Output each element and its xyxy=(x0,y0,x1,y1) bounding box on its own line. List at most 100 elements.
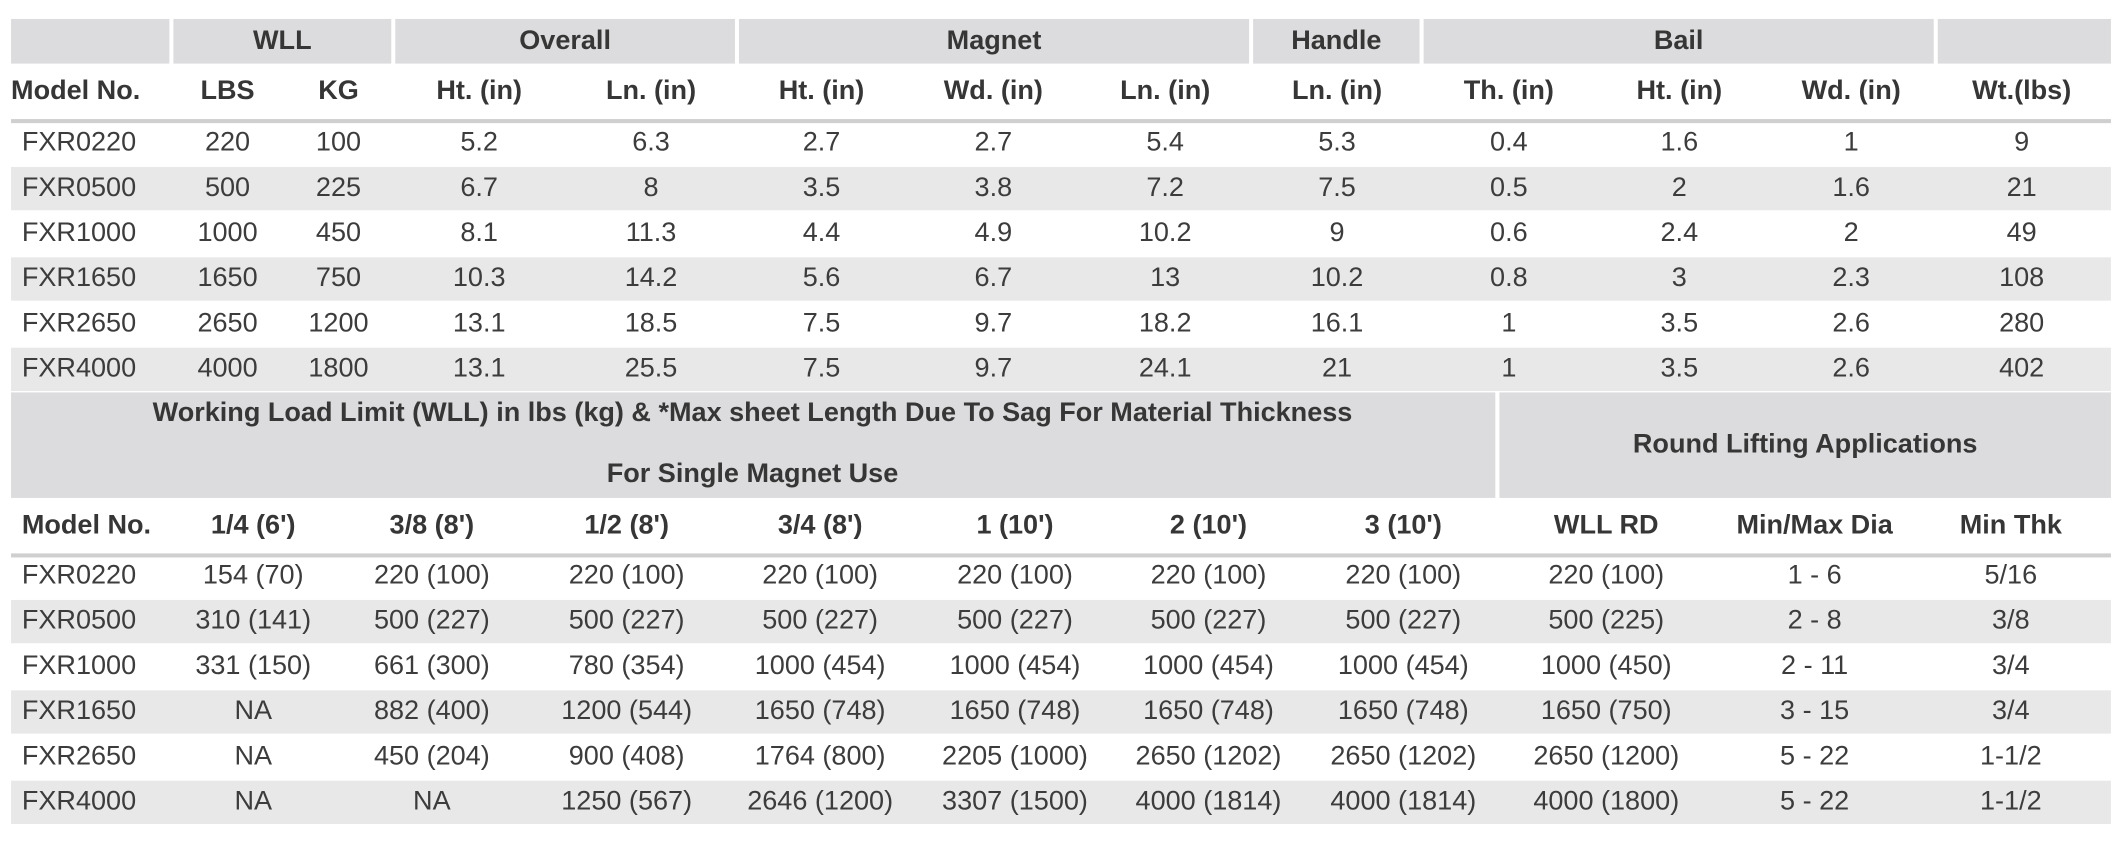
cell: 3307 (1500) xyxy=(942,785,1088,815)
cell: 1 - 6 xyxy=(1788,560,1842,590)
column-header: 3/4 (8') xyxy=(778,509,863,539)
cell: 8.1 xyxy=(460,217,498,247)
cell: 25.5 xyxy=(625,353,678,383)
column-header: Min/Max Dia xyxy=(1736,509,1893,539)
cell: 1650 (748) xyxy=(755,695,886,725)
group-header-cell xyxy=(1253,18,1420,64)
cell: 900 (408) xyxy=(569,740,685,770)
cell: 7.2 xyxy=(1146,172,1184,202)
cell: 5.3 xyxy=(1318,127,1356,157)
cell: 661 (300) xyxy=(374,650,490,680)
column-header: 1/4 (6') xyxy=(211,509,296,539)
cell: 3.5 xyxy=(1661,353,1699,383)
cell: 2650 (1202) xyxy=(1136,740,1282,770)
cell: 3/4 xyxy=(1992,650,2030,680)
cell: 3.8 xyxy=(975,172,1013,202)
cell: 0.6 xyxy=(1490,217,1528,247)
cell: 5 - 22 xyxy=(1780,785,1849,815)
cell: 3 - 15 xyxy=(1780,695,1849,725)
cell: 1650 xyxy=(197,262,257,292)
cell: 3/8 xyxy=(1992,605,2030,635)
column-header: Ht. (in) xyxy=(436,75,522,105)
cell: FXR0220 xyxy=(22,560,136,590)
cell: 2.3 xyxy=(1832,262,1870,292)
cell: FXR1000 xyxy=(22,650,136,680)
group-header-cell xyxy=(1423,18,1934,64)
cell: 13 xyxy=(1150,262,1180,292)
cell: FXR1650 xyxy=(22,262,136,292)
group-header: WLL xyxy=(253,25,312,55)
cell: 500 (227) xyxy=(1151,605,1267,635)
cell: 220 (100) xyxy=(762,560,878,590)
cell: 220 (100) xyxy=(374,560,490,590)
cell: 2.6 xyxy=(1832,307,1870,337)
group-header-cell xyxy=(395,18,735,64)
cell: 1-1/2 xyxy=(1980,740,2042,770)
cell: 3 xyxy=(1672,262,1687,292)
cell: 18.2 xyxy=(1139,307,1192,337)
cell: 280 xyxy=(1999,307,2044,337)
cell: 8 xyxy=(644,172,659,202)
cell: 21 xyxy=(2007,172,2037,202)
cell: 108 xyxy=(1999,262,2044,292)
cell: 402 xyxy=(1999,353,2044,383)
group-header-cell xyxy=(1499,392,2111,498)
cell: 9 xyxy=(1329,217,1344,247)
cell: 1000 (454) xyxy=(950,650,1081,680)
column-header: 1 (10') xyxy=(976,509,1053,539)
cell: 2 xyxy=(1672,172,1687,202)
column-header: Ln. (in) xyxy=(1292,75,1382,105)
group-header-cell xyxy=(1937,18,2111,64)
cell: FXR0220 xyxy=(22,127,136,157)
cell: 1-1/2 xyxy=(1980,785,2042,815)
cell: 5.2 xyxy=(460,127,498,157)
group-header-cell xyxy=(173,18,392,64)
cell: 16.1 xyxy=(1311,307,1364,337)
cell: NA xyxy=(413,785,451,815)
cell: 0.5 xyxy=(1490,172,1528,202)
cell: 2.6 xyxy=(1832,353,1870,383)
cell: 24.1 xyxy=(1139,353,1192,383)
group-header: Working Load Limit (WLL) in lbs (kg) & *… xyxy=(153,397,1353,427)
group-header: For Single Magnet Use xyxy=(607,458,899,488)
group-header: Round Lifting Applications xyxy=(1633,428,1978,458)
cell: 13.1 xyxy=(453,307,506,337)
header-divider xyxy=(11,553,2111,558)
cell: 6.3 xyxy=(632,127,670,157)
row-stripe xyxy=(11,257,2111,301)
cell: 882 (400) xyxy=(374,695,490,725)
column-header: 1/2 (8') xyxy=(584,509,669,539)
column-header: Ln. (in) xyxy=(606,75,696,105)
cell: 2205 (1000) xyxy=(942,740,1088,770)
cell: 1000 (454) xyxy=(1338,650,1469,680)
cell: 2650 (1200) xyxy=(1533,740,1679,770)
cell: 10.2 xyxy=(1311,262,1364,292)
column-header: LBS xyxy=(200,75,254,105)
cell: FXR0500 xyxy=(22,605,136,635)
cell: 4.4 xyxy=(803,217,841,247)
cell: NA xyxy=(234,785,272,815)
cell: 0.8 xyxy=(1490,262,1528,292)
cell: 49 xyxy=(2007,217,2037,247)
cell: FXR2650 xyxy=(22,307,136,337)
cell: 1650 (750) xyxy=(1541,695,1672,725)
cell: 10.2 xyxy=(1139,217,1192,247)
cell: FXR0500 xyxy=(22,172,136,202)
group-header: Magnet xyxy=(947,25,1042,55)
cell: 7.5 xyxy=(803,353,841,383)
cell: 1000 (450) xyxy=(1541,650,1672,680)
cell: 500 (227) xyxy=(569,605,685,635)
cell: 21 xyxy=(1322,353,1352,383)
group-header: Bail xyxy=(1654,25,1704,55)
cell: 220 (100) xyxy=(1151,560,1267,590)
cell: 5 - 22 xyxy=(1780,740,1849,770)
cell: 1764 (800) xyxy=(755,740,886,770)
cell: 220 (100) xyxy=(1345,560,1461,590)
cell: 7.5 xyxy=(1318,172,1356,202)
cell: 0.4 xyxy=(1490,127,1528,157)
cell: 1 xyxy=(1501,353,1516,383)
group-header: Handle xyxy=(1291,25,1381,55)
cell: NA xyxy=(234,695,272,725)
cell: 3.5 xyxy=(1661,307,1699,337)
